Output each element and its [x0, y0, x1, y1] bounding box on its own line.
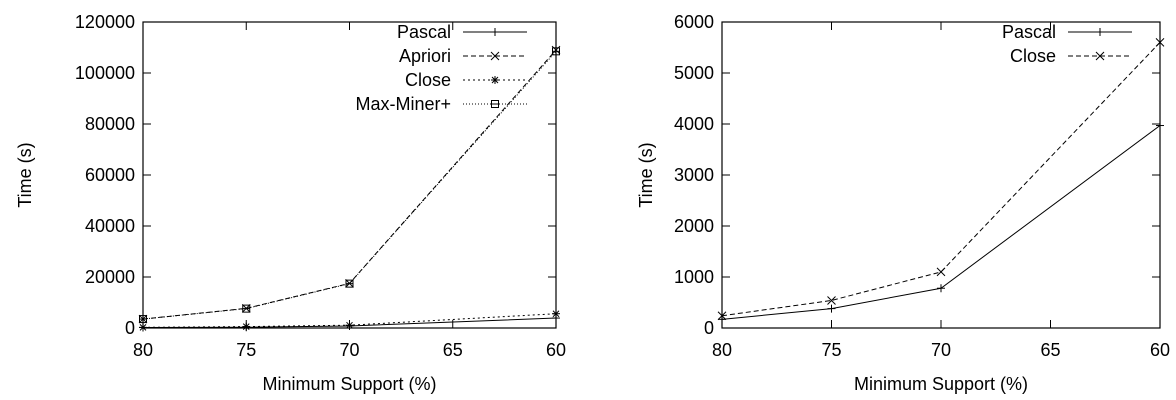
- data-point-1-b: [139, 324, 147, 331]
- data-point-3-b: [346, 321, 353, 329]
- legend-label: Close: [1010, 46, 1056, 66]
- y-tick-label: 120000: [75, 12, 135, 32]
- y-tick-label: 3000: [674, 165, 714, 185]
- x-axis-title: Minimum Support (%): [262, 374, 436, 394]
- y-tick-label: 6000: [674, 12, 714, 32]
- x-tick-label: 80: [133, 340, 153, 360]
- legend-entry-4: Max-Miner+: [355, 94, 527, 114]
- plot-frame: [721, 21, 1161, 329]
- x-tick-label: 70: [931, 340, 951, 360]
- series-line: [721, 125, 1161, 320]
- legend-marker-b: [491, 76, 499, 84]
- y-tick-label: 40000: [85, 216, 135, 236]
- series-line: [142, 313, 557, 328]
- y-tick-label: 0: [125, 318, 135, 338]
- legend-marker-b: [490, 51, 500, 61]
- y-tick-label: 20000: [85, 267, 135, 287]
- x-tick-label: 75: [236, 340, 256, 360]
- data-point-4-b: [552, 310, 560, 318]
- series-line: [721, 42, 1161, 317]
- x-tick-label: 60: [546, 340, 566, 360]
- data-point-3-b: [936, 267, 946, 277]
- legend-label: Apriori: [399, 46, 451, 66]
- series-line: [142, 50, 557, 320]
- legend-label: Pascal: [1002, 22, 1056, 42]
- legend-entry-1: Pascal: [1002, 22, 1132, 42]
- y-axis-title: Time (s): [15, 142, 35, 207]
- x-tick-label: 60: [1150, 340, 1170, 360]
- y-tick-label: 80000: [85, 114, 135, 134]
- x-axis-title: Minimum Support (%): [854, 374, 1028, 394]
- legend-entry-2: Close: [1010, 46, 1132, 66]
- data-point-2-b: [827, 296, 836, 305]
- y-tick-label: 5000: [674, 63, 714, 83]
- x-tick-label: 70: [339, 340, 359, 360]
- y-tick-label: 1000: [674, 267, 714, 287]
- y-tick-label: 60000: [85, 165, 135, 185]
- legend-entry-2: Apriori: [399, 46, 527, 66]
- legend-entry-1: Pascal: [397, 22, 527, 42]
- series-max-miner-: [139, 47, 560, 324]
- chart-panel-1: 0 20000 40000 60000 80000 100000 120000 80 75 70 6…: [15, 12, 566, 394]
- series-pascal: [718, 121, 1164, 324]
- y-tick-label: 4000: [674, 114, 714, 134]
- series-close: [139, 309, 560, 332]
- x-tick-label: 65: [1040, 340, 1060, 360]
- series-line: [142, 49, 557, 320]
- y-tick-label: 2000: [674, 216, 714, 236]
- series-apriori: [138, 45, 561, 324]
- legend-label: Pascal: [397, 22, 451, 42]
- y-tick-label: 100000: [75, 63, 135, 83]
- legend-marker-b: [1095, 51, 1105, 61]
- y-tick-label: 0: [704, 318, 714, 338]
- series-close: [717, 38, 1165, 321]
- legend-label: Max-Miner+: [355, 94, 451, 114]
- data-point-1-b: [717, 311, 727, 321]
- y-axis-title: Time (s): [636, 142, 656, 207]
- legend-label: Close: [405, 70, 451, 90]
- x-tick-label: 75: [821, 340, 841, 360]
- x-tick-label: 65: [443, 340, 463, 360]
- chart-panel-2: 0 1000 2000 3000 4000 5000 6000 80 75 70 65 60 Minim…: [636, 12, 1170, 394]
- x-tick-label: 80: [712, 340, 732, 360]
- data-point-4-b: [1155, 38, 1165, 47]
- plot-frame: [142, 21, 557, 329]
- legend-entry-3: Close: [405, 70, 527, 90]
- data-point-2-b: [242, 323, 250, 330]
